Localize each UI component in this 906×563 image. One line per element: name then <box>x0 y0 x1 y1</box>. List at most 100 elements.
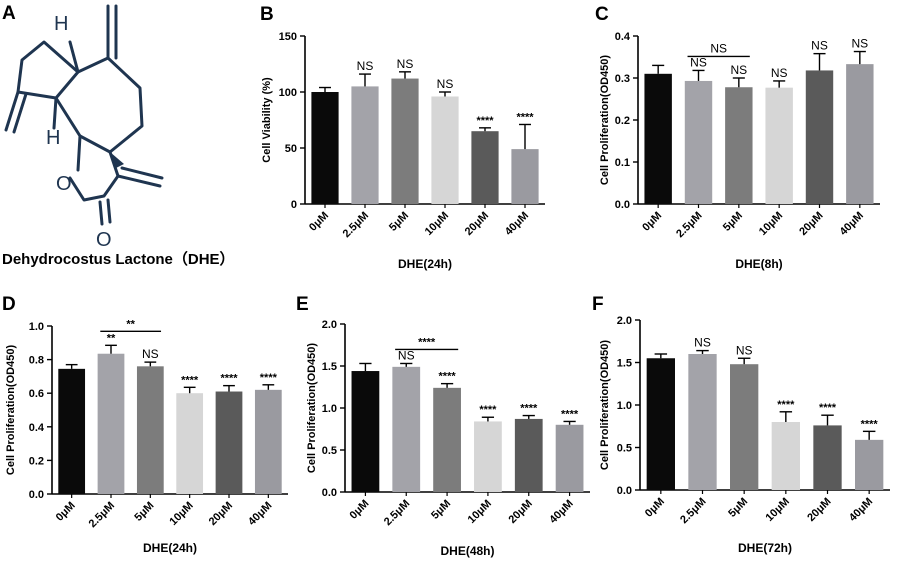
bar <box>644 73 672 204</box>
x-tick-label: 5μM <box>429 498 453 522</box>
x-tick-label: 10μM <box>757 210 785 238</box>
bar <box>215 391 243 494</box>
x-tick-label: 2.5μM <box>674 210 705 241</box>
significance-label: **** <box>516 111 534 123</box>
x-tick-label: 0μM <box>347 498 371 522</box>
structure-panel: A H H O O Dehydrocostus Lactone（DHE） <box>2 3 235 268</box>
panel-letter-e: E <box>296 294 309 315</box>
bar <box>474 421 502 492</box>
bar <box>391 78 419 204</box>
x-tick-label: 10μM <box>423 210 451 238</box>
y-tick-label: 0.4 <box>29 422 45 434</box>
significance-label: NS <box>437 77 454 91</box>
y-tick-label: 1.0 <box>322 403 337 415</box>
exo-methylene-left <box>4 90 28 134</box>
y-axis-label: Cell Proliferation(OD450) <box>599 340 611 471</box>
significance-label: **** <box>819 402 837 414</box>
bar <box>431 96 459 204</box>
panel-letter-a: A <box>2 3 16 24</box>
y-tick-label: 0.6 <box>29 388 44 400</box>
y-tick-label: 0 <box>291 199 297 211</box>
atom-h-top: H <box>54 13 68 35</box>
significance-label: **** <box>777 399 795 411</box>
bond-h-left <box>52 96 58 130</box>
x-tick-label: 5μM <box>721 210 745 234</box>
x-tick-label: 20μM <box>506 498 534 526</box>
x-tick-label: 10μM <box>167 500 195 528</box>
bar <box>730 364 759 490</box>
bond-h-top <box>68 40 80 74</box>
x-tick-label: 0μM <box>640 210 664 234</box>
x-tick-label: 2.5μM <box>87 500 118 531</box>
chart-panel-f: F 0.0 0.5 1.0 1.5 2.0 Cell Proliferation(OD450… <box>592 294 890 555</box>
significance-label: NS <box>694 336 711 350</box>
wedge-bond <box>110 152 124 168</box>
x-axis-label: DHE(24h) <box>398 257 452 271</box>
y-tick-label: 0.2 <box>29 455 44 467</box>
significance-label: **** <box>861 418 879 430</box>
y-axis-label: Cell Viability (%) <box>261 77 273 163</box>
bracket-label: **** <box>418 336 436 348</box>
x-tick-label: 0μM <box>54 500 78 524</box>
bar <box>771 422 800 490</box>
exo-methylene-lactone <box>116 166 164 188</box>
y-tick-label: 100 <box>279 87 297 99</box>
y-axis-label: Cell Proliferation(OD450) <box>5 345 17 476</box>
bar <box>846 64 874 204</box>
y-axis-label: Cell Proliferation(OD450) <box>599 55 611 186</box>
bar <box>136 366 164 494</box>
x-tick-label: 20μM <box>463 210 491 238</box>
bar <box>725 87 753 204</box>
x-tick-label: 0μM <box>643 496 667 520</box>
atom-h-left: H <box>46 127 60 149</box>
significance-label: **** <box>520 403 538 415</box>
significance-label: **** <box>479 404 497 416</box>
significance-label: NS <box>690 55 707 69</box>
x-tick-label: 40μM <box>547 498 575 526</box>
bar <box>58 368 86 494</box>
y-tick-label: 1.5 <box>322 361 337 373</box>
x-tick-label: 40μM <box>847 496 875 524</box>
bar <box>765 87 793 204</box>
y-tick-label: 1.0 <box>29 321 44 333</box>
significance-label: NS <box>730 63 747 77</box>
x-tick-label: 2.5μM <box>341 210 372 241</box>
panel-letter-f: F <box>592 294 604 315</box>
y-tick-label: 2.0 <box>617 315 632 327</box>
x-tick-label: 0μM <box>307 210 331 234</box>
y-axis-label: Cell Proliferation(OD450) <box>306 343 318 474</box>
x-tick-label: 5μM <box>132 500 156 524</box>
x-tick-label: 40μM <box>503 210 531 238</box>
x-tick-label: 2.5μM <box>382 498 413 529</box>
x-tick-label: 20μM <box>797 210 825 238</box>
bar <box>813 425 842 490</box>
panel-letter-d: D <box>2 294 16 315</box>
y-tick-label: 0.5 <box>322 445 337 457</box>
cycloheptane-ring <box>54 56 144 154</box>
x-tick-label: 10μM <box>466 498 494 526</box>
significance-label: **** <box>476 115 494 127</box>
bar <box>254 389 282 494</box>
y-tick-label: 1.0 <box>617 400 632 412</box>
y-tick-label: 0.3 <box>615 73 630 85</box>
x-tick-label: 5μM <box>387 210 411 234</box>
y-tick-label: 0.0 <box>322 487 337 499</box>
molecule-drawing <box>4 4 164 226</box>
lactone-bonds <box>76 134 120 178</box>
atom-o-carbonyl: O <box>96 229 112 251</box>
chart-panel-d: D 0.0 0.2 0.4 0.6 0.8 1.0 Cell Proliferation(OD… <box>2 294 288 555</box>
significance-label: **** <box>439 371 457 383</box>
significance-label: **** <box>561 408 579 420</box>
y-tick-label: 1.5 <box>617 358 632 370</box>
bracket-label: ** <box>126 318 135 330</box>
x-axis-label: DHE(8h) <box>735 257 782 271</box>
significance-label: **** <box>260 372 278 384</box>
atom-o-ring: O <box>56 173 72 195</box>
bar <box>555 424 584 492</box>
bar <box>471 131 499 204</box>
significance-label: NS <box>357 59 374 73</box>
x-tick-label: 20μM <box>207 500 235 528</box>
x-tick-label: 5μM <box>726 496 750 520</box>
y-tick-label: 0.5 <box>617 443 632 455</box>
y-tick-label: 50 <box>285 143 297 155</box>
